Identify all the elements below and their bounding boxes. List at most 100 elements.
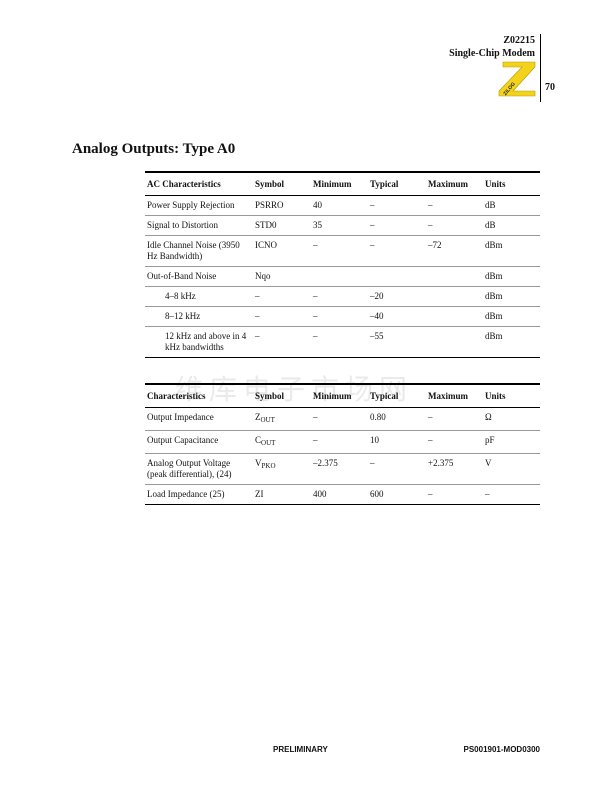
symbol-cell: ZOUT xyxy=(253,407,311,431)
header-divider xyxy=(540,34,541,102)
table-cell: ICNO xyxy=(253,235,311,267)
table-header: Characteristics Symbol Minimum Typical Maxim… xyxy=(145,383,540,408)
table-row: Load Impedance (25) ZI 400 600– – xyxy=(145,484,540,505)
symbol-cell: VPKO xyxy=(253,453,311,485)
table-cell: Out-of-Band Noise xyxy=(145,266,253,287)
table-cell: Idle Channel Noise (3950 Hz Bandwidth) xyxy=(145,235,253,267)
table-cell xyxy=(426,326,483,358)
table-cell: 10 xyxy=(368,430,426,454)
footer-doc-number: PS001901-MOD0300 xyxy=(463,745,541,754)
table-cell: – xyxy=(426,195,483,216)
table-cell: V xyxy=(483,453,540,485)
table-cell: pF xyxy=(483,430,540,454)
table-cell: – xyxy=(426,215,483,236)
table-cell: dBm xyxy=(483,266,540,287)
column-header: Units xyxy=(483,383,540,408)
table-cell: – xyxy=(426,484,483,505)
table-cell: Output Capacitance xyxy=(145,430,253,454)
table-cell: dB xyxy=(483,215,540,236)
section-title: Analog Outputs: Type A0 xyxy=(72,141,236,157)
table-cell: –40 xyxy=(368,306,426,327)
table-cell: –55 xyxy=(368,326,426,358)
table-cell: 600 xyxy=(368,484,426,505)
column-header: Symbol xyxy=(253,171,311,196)
table-row: Idle Channel Noise (3950 Hz Bandwidth) IC… xyxy=(145,235,540,267)
table-cell: – xyxy=(253,326,311,358)
symbol: Z xyxy=(255,412,261,422)
symbol-cell: ZI xyxy=(253,484,311,505)
column-header: Maximum xyxy=(426,171,483,196)
column-header: Symbol xyxy=(253,383,311,408)
table-cell: STD0 xyxy=(253,215,311,236)
characteristics-table: Characteristics Symbol Minimum Typical Maxim… xyxy=(145,383,540,505)
table-cell xyxy=(311,266,368,287)
table-cell: – xyxy=(253,286,311,307)
column-header: Typical xyxy=(368,171,426,196)
zilog-logo-icon: ZiLOG xyxy=(498,61,536,97)
table-cell: Signal to Distortion xyxy=(145,215,253,236)
table-header: AC Characteristics Symbol Minimum Typical Ma… xyxy=(145,171,540,196)
table-cell: 8–12 kHz xyxy=(145,306,253,327)
symbol: C xyxy=(255,435,262,445)
table-row: Power Supply Rejection PSRRO 40– – dB xyxy=(145,195,540,216)
table-row: 4–8 kHz – – –20 dBm xyxy=(145,286,540,307)
table-cell: Ω xyxy=(483,407,540,431)
table-cell: dBm xyxy=(483,326,540,358)
table-row: Out-of-Band Noise Nqo dBm xyxy=(145,266,540,287)
column-header: Minimum xyxy=(311,383,368,408)
table-cell: – xyxy=(426,407,483,431)
table-cell: – xyxy=(426,430,483,454)
page-number: 70 xyxy=(545,82,555,93)
table-cell: dBm xyxy=(483,306,540,327)
table-row: 8–12 kHz – – –40 dBm xyxy=(145,306,540,327)
part-number: Z02215 xyxy=(503,35,535,46)
table-row: Signal to Distortion STD0 35– – dB xyxy=(145,215,540,236)
table-cell: – xyxy=(311,286,368,307)
symbol-subscript: OUT xyxy=(260,416,275,424)
table-cell: Analog Output Voltage (peak differential… xyxy=(145,453,253,485)
table-row: Output Capacitance COUT –10– pF xyxy=(145,430,540,454)
table-cell: +2.375 xyxy=(426,453,483,485)
table-cell: Output Impedance xyxy=(145,407,253,431)
table-cell: – xyxy=(368,235,426,267)
ac-characteristics-table: AC Characteristics Symbol Minimum Typical Ma… xyxy=(145,171,540,358)
product-name: Single-Chip Modem xyxy=(449,48,535,59)
table-cell: 35 xyxy=(311,215,368,236)
table-cell: –72 xyxy=(426,235,483,267)
table-cell: – xyxy=(368,195,426,216)
column-header: Typical xyxy=(368,383,426,408)
symbol-cell: COUT xyxy=(253,430,311,454)
table-cell: –20 xyxy=(368,286,426,307)
table-cell xyxy=(426,286,483,307)
table-row: Output Impedance ZOUT –0.80– Ω xyxy=(145,407,540,431)
table-cell: 4–8 kHz xyxy=(145,286,253,307)
table-cell: – xyxy=(311,430,368,454)
column-header: Maximum xyxy=(426,383,483,408)
table-cell: dBm xyxy=(483,286,540,307)
column-header: Minimum xyxy=(311,171,368,196)
table-cell: – xyxy=(311,235,368,267)
table-cell: PSRRO xyxy=(253,195,311,216)
footer-status: PRELIMINARY xyxy=(273,745,328,754)
table-cell: 40 xyxy=(311,195,368,216)
table-cell: –2.375 xyxy=(311,453,368,485)
table-cell: – xyxy=(311,306,368,327)
table-cell xyxy=(426,306,483,327)
table-cell xyxy=(426,266,483,287)
symbol-subscript: PKO xyxy=(261,462,276,470)
symbol-subscript: OUT xyxy=(261,439,276,447)
table-cell: – xyxy=(483,484,540,505)
table-cell: dB xyxy=(483,195,540,216)
column-header: Units xyxy=(483,171,540,196)
table-cell: Load Impedance (25) xyxy=(145,484,253,505)
table-cell: 0.80 xyxy=(368,407,426,431)
table-cell: Power Supply Rejection xyxy=(145,195,253,216)
table-cell: – xyxy=(368,453,426,485)
symbol: ZI xyxy=(255,489,264,499)
table-row: Analog Output Voltage (peak differential… xyxy=(145,453,540,485)
table-cell: dBm xyxy=(483,235,540,267)
table-cell: 12 kHz and above in 4 kHz bandwidths xyxy=(145,326,253,358)
table-cell: – xyxy=(368,215,426,236)
table-cell xyxy=(368,266,426,287)
